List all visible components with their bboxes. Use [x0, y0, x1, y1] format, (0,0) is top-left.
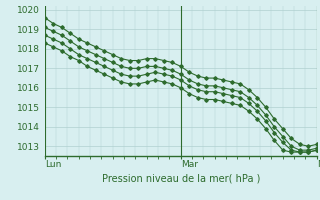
X-axis label: Pression niveau de la mer( hPa ): Pression niveau de la mer( hPa ) — [102, 173, 260, 183]
